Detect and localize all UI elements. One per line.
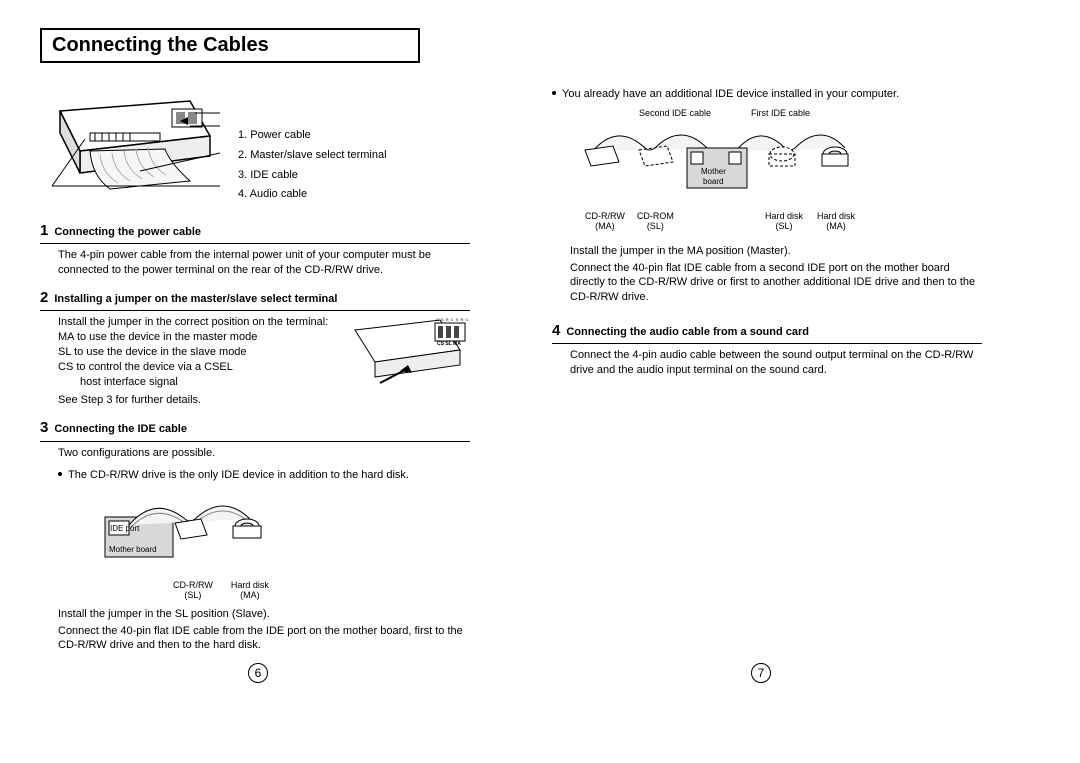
cap-first-ide: First IDE cable [751,108,810,118]
figure-motherboard-1: IDE port Mother board CD-R/RW (SL) Hard … [95,495,470,601]
cap-cdrw2: CD-R/RW [585,211,625,221]
svg-text:IDE port: IDE port [110,524,140,533]
page-number-right: 7 [751,663,771,683]
step-3-tail2: Connect the 40-pin flat IDE cable from t… [58,624,470,654]
step-4-rule [552,343,982,344]
cap-cdrom: CD-ROM [637,211,674,221]
cap-cdrw-sl: (SL) [173,590,213,600]
step-3-b1-text: The CD-R/RW drive is the only IDE device… [68,468,409,483]
step-3-bullet-1: The CD-R/RW drive is the only IDE device… [58,468,470,483]
step-4-head: 4 Connecting the audio cable from a soun… [552,321,982,341]
callout-3: 3. IDE cable [238,166,387,186]
callout-4: 4. Audio cable [238,185,387,205]
step-3-num: 3 [40,418,48,438]
step-1-title: Connecting the power cable [54,225,201,240]
left-column: 1. Power cable 2. Master/slave select te… [40,81,470,653]
step-1-num: 1 [40,221,48,241]
cap-hdd2: Hard disk [817,211,855,221]
step-1-rule [40,243,470,244]
figure-drive-rear: 1. Power cable 2. Master/slave select te… [40,81,470,211]
step-2-num: 2 [40,288,48,308]
cap-cdrw2-ma: (MA) [585,221,625,231]
right-column: You already have an additional IDE devic… [552,81,982,653]
step-3-title: Connecting the IDE cable [54,422,187,437]
step-2-head: 2 Installing a jumper on the master/slav… [40,288,470,308]
cap-cdrom-sl: (SL) [637,221,674,231]
right-tail2: Connect the 40-pin flat IDE cable from a… [570,261,982,306]
step-4-title: Connecting the audio cable from a sound … [566,325,809,340]
step-3-intro: Two configurations are possible. [58,446,470,461]
cap-hdd: Hard disk [231,580,269,590]
svg-text:Mother board: Mother board [109,545,157,554]
step-2-text: Install the jumper in the correct positi… [58,315,340,408]
step-3-tail1: Install the jumper in the SL position (S… [58,607,470,622]
step-2-cs1: CS to control the device via a CSEL [58,360,340,375]
svg-text:Mother: Mother [701,167,726,176]
step-2-cs2: host interface signal [80,375,340,390]
page-title: Connecting the Cables [52,34,269,56]
cap-hdd2-ma: (MA) [817,221,855,231]
cap-hdd1: Hard disk [765,211,803,221]
svg-text:C S R C S R C S R: C S R C S R C S R [436,317,470,322]
svg-text:CS SL MA: CS SL MA [437,341,461,347]
cap-second-ide: Second IDE cable [639,108,711,118]
svg-text:board: board [703,177,723,186]
right-bullet-1: You already have an additional IDE devic… [552,87,982,102]
cap-hdd1-sl: (SL) [765,221,803,231]
step-3-head: 3 Connecting the IDE cable [40,418,470,438]
step-2-intro: Install the jumper in the correct positi… [58,315,340,330]
step-2-ma: MA to use the device in the master mode [58,330,340,345]
step-2-see: See Step 3 for further details. [58,393,340,408]
right-b1-text: You already have an additional IDE devic… [562,87,899,102]
step-1-body: The 4-pin power cable from the internal … [58,248,470,278]
bullet-icon [58,472,62,476]
step-4-body: Connect the 4-pin audio cable between th… [570,348,982,378]
step-2-sl: SL to use the device in the slave mode [58,345,340,360]
step-4-num: 4 [552,321,560,341]
step-3-rule [40,441,470,442]
step-2-title: Installing a jumper on the master/slave … [54,292,337,307]
bullet-icon [552,91,556,95]
figure-motherboard-2: Second IDE cable First IDE cable Mother … [577,108,982,232]
drive-rear-illustration [40,81,220,211]
right-tail1: Install the jumper in the MA position (M… [570,244,982,259]
page-number-left: 6 [248,663,268,683]
callout-1: 1. Power cable [238,126,387,146]
cap-hdd-ma: (MA) [231,590,269,600]
step-1-head: 1 Connecting the power cable [40,221,470,241]
callout-2: 2. Master/slave select terminal [238,146,387,166]
cap-cdrw: CD-R/RW [173,580,213,590]
step-2-rule [40,310,470,311]
jumper-illustration: C S R C S R C S R CS SL MA [350,315,470,385]
